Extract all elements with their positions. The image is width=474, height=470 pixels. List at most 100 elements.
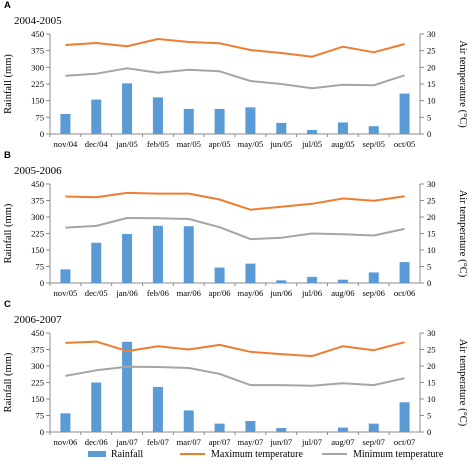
left-tick-label: 450 [31, 328, 44, 338]
panel-letter: A [4, 0, 11, 11]
y-axis-label: Rainfall (mm) [3, 203, 14, 263]
y2-axis-label: Air temperature (°C) [457, 190, 468, 278]
right-tick-label: 5 [427, 112, 431, 122]
x-tick-label: nov/06 [53, 437, 78, 447]
panel-title: 2004-2005 [14, 15, 62, 27]
right-tick-label: 10 [427, 245, 436, 255]
right-tick-label: 30 [427, 179, 436, 189]
rainfall-bar [60, 269, 71, 283]
rainfall-bar [337, 122, 348, 134]
x-tick-label: jun/07 [269, 437, 293, 447]
rainfall-bar [368, 423, 379, 432]
y-axis-label: Rainfall (mm) [3, 352, 14, 412]
x-tick-label: aug/06 [331, 288, 355, 298]
rainfall-bar [245, 421, 256, 432]
x-tick-label: mar/07 [177, 437, 202, 447]
left-tick-label: 225 [31, 378, 44, 388]
right-tick-label: 25 [427, 196, 436, 206]
rainfall-bar [152, 225, 163, 283]
rainfall-bar [60, 413, 71, 432]
left-tick-label: 150 [31, 394, 44, 404]
x-tick-label: dec/06 [85, 437, 109, 447]
x-tick-label: feb/05 [147, 139, 169, 149]
left-tick-label: 75 [35, 411, 44, 421]
left-tick-label: 450 [31, 179, 44, 189]
left-tick-label: 225 [31, 229, 44, 239]
rainfall-bar [183, 410, 194, 432]
rainfall-bar [276, 122, 287, 134]
y-axis-label: Rainfall (mm) [3, 54, 14, 114]
panel-letter: C [4, 299, 11, 310]
min-temperature-line [65, 217, 405, 241]
x-tick-label: apr/07 [209, 437, 232, 447]
x-tick-label: may/07 [238, 437, 264, 447]
rainfall-bar [152, 97, 163, 134]
x-tick-label: jan/05 [115, 139, 137, 149]
rainfall-bar [122, 341, 133, 432]
rainfall-bar [307, 276, 318, 283]
rainfall-bar [245, 107, 256, 134]
rainfall-bar [183, 226, 194, 283]
x-tick-label: jan/06 [115, 288, 138, 298]
rainfall-bar [276, 280, 287, 283]
left-tick-label: 75 [35, 262, 44, 272]
right-tick-label: 30 [427, 328, 436, 338]
y2-axis-label: Air temperature (°C) [457, 40, 468, 128]
x-tick-label: mar/05 [177, 139, 201, 149]
legend-rainfall-label: Rainfall [111, 449, 143, 460]
max-temperature-line [65, 340, 405, 358]
legend-rainfall-swatch [88, 451, 106, 457]
x-tick-label: oct/05 [394, 139, 415, 149]
left-tick-label: 375 [31, 345, 44, 355]
rainfall-bar [152, 386, 163, 432]
x-tick-label: nov/04 [53, 139, 78, 149]
right-tick-label: 0 [427, 278, 431, 288]
rainfall-bar [214, 423, 225, 432]
rainfall-bar [122, 233, 133, 283]
left-tick-label: 300 [31, 361, 44, 371]
right-tick-label: 25 [427, 46, 436, 56]
rainfall-bar [276, 428, 287, 432]
rainfall-bar [91, 99, 102, 134]
right-tick-label: 25 [427, 345, 436, 355]
left-tick-label: 375 [31, 46, 44, 56]
left-tick-label: 75 [35, 112, 44, 122]
x-tick-label: jul/05 [301, 139, 322, 149]
max-temperature-line [65, 38, 405, 58]
right-tick-label: 20 [427, 212, 436, 222]
x-tick-label: sep/05 [363, 139, 385, 149]
right-tick-label: 0 [427, 427, 431, 437]
x-tick-label: feb/06 [147, 288, 170, 298]
rainfall-bar [337, 427, 348, 432]
max-temperature-line [65, 191, 405, 211]
x-tick-label: jan/07 [115, 437, 138, 447]
x-tick-label: nov/05 [53, 288, 77, 298]
left-tick-label: 300 [31, 62, 44, 72]
x-tick-label: sep/07 [363, 437, 386, 447]
rainfall-bar [60, 114, 71, 134]
right-tick-label: 5 [427, 262, 431, 272]
right-tick-label: 20 [427, 361, 436, 371]
left-tick-label: 450 [31, 29, 44, 39]
x-tick-label: jul/07 [301, 437, 323, 447]
legend-min-temp-label: Minimum temperature [353, 449, 444, 460]
rainfall-bar [399, 262, 410, 283]
x-tick-label: apr/06 [209, 288, 232, 298]
rainfall-bar [368, 126, 379, 134]
rainfall-bar [91, 242, 102, 283]
right-tick-label: 10 [427, 96, 436, 106]
x-tick-label: apr/05 [209, 139, 231, 149]
left-tick-label: 0 [40, 278, 44, 288]
panel-title: 2006-2007 [14, 314, 62, 326]
x-tick-label: aug/05 [331, 139, 354, 149]
x-tick-label: dec/05 [85, 288, 108, 298]
legend: Rainfall Maximum temperature Minimum tem… [88, 449, 444, 460]
rainfall-bar [368, 272, 379, 283]
right-tick-label: 5 [427, 411, 431, 421]
rainfall-bar [399, 402, 410, 432]
rainfall-bar [183, 108, 194, 134]
left-tick-label: 150 [31, 96, 44, 106]
